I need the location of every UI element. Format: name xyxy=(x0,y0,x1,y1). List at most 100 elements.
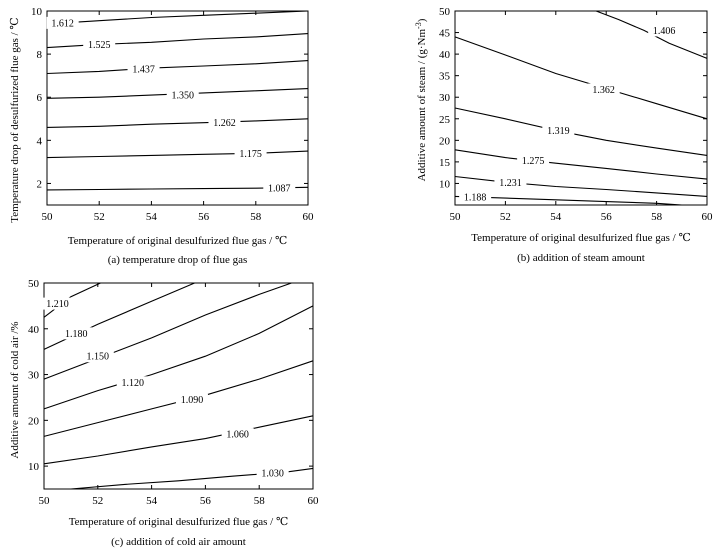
contour-label-bg xyxy=(41,297,74,310)
x-tick-label: 54 xyxy=(146,211,158,223)
x-tick-label: 56 xyxy=(200,495,212,507)
x-tick-label: 52 xyxy=(94,211,105,223)
chart-panel-3: 50 52 54 56 58 60 10 20 30 40 50 1.210 1.180 1.150 1.1… xyxy=(9,278,319,548)
contour-label: 1.090 xyxy=(181,395,204,406)
contour-label: 1.188 xyxy=(464,192,487,203)
plot-frame xyxy=(43,282,314,490)
x-tick-label: 58 xyxy=(250,211,262,223)
contour-label-bg xyxy=(175,393,208,406)
contour-line xyxy=(70,467,314,490)
contour-label: 1.406 xyxy=(653,26,676,37)
y-tick-label: 50 xyxy=(28,278,40,290)
chart-panel-1: 50 52 54 56 58 60 2 4 6 8 10 1.612 1.525 1.437 1.350 1.… xyxy=(9,6,314,266)
x-tick-label: 60 xyxy=(308,495,320,507)
contour-line xyxy=(43,415,314,465)
panel-caption: (c) addition of cold air amount xyxy=(111,536,246,548)
y-tick-label: 35 xyxy=(439,71,451,83)
y-axis-label: Additive amount of steam / (g·Nm-3) xyxy=(414,18,429,181)
contour-label: 1.175 xyxy=(239,149,262,160)
contour-label-bg xyxy=(221,428,254,441)
contour-label: 1.030 xyxy=(261,468,284,479)
y-tick-label: 4 xyxy=(37,135,43,147)
x-tick-label: 50 xyxy=(450,211,462,223)
contour-line xyxy=(454,149,708,180)
x-tick-label: 50 xyxy=(39,495,51,507)
y-axis-label-superscript: -3 xyxy=(414,22,423,29)
y-tick-label: 45 xyxy=(439,28,451,40)
y-tick-label: 25 xyxy=(439,114,451,126)
x-tick-label: 52 xyxy=(500,211,511,223)
y-tick-label: 30 xyxy=(439,92,451,104)
x-axis-label: Temperature of original desulfurized flu… xyxy=(68,235,288,247)
y-axis-label-end: ) xyxy=(416,18,428,22)
y-axis-label: Additive amount of cold air /% xyxy=(9,321,21,458)
contour-label-bg xyxy=(81,350,114,363)
contour-label: 1.437 xyxy=(132,65,155,76)
y-tick-label: 10 xyxy=(28,461,40,473)
y-tick-label: 50 xyxy=(439,6,451,18)
contour-label: 1.231 xyxy=(499,178,522,189)
contour-label-bg xyxy=(459,190,492,203)
x-tick-label: 60 xyxy=(303,211,315,223)
contour-line xyxy=(454,107,708,156)
contour-label: 1.262 xyxy=(213,118,236,129)
contour-label: 1.150 xyxy=(87,352,110,363)
contour-line xyxy=(46,118,309,128)
contour-label-bg xyxy=(494,176,527,189)
contour-line xyxy=(43,282,101,318)
contour-line xyxy=(46,10,309,25)
y-tick-label: 10 xyxy=(31,6,43,18)
contour-line xyxy=(454,36,708,120)
contour-line xyxy=(595,10,708,59)
x-axis-label: Temperature of original desulfurized flu… xyxy=(69,516,289,528)
y-tick-label: 8 xyxy=(37,49,43,61)
x-tick-label: 56 xyxy=(198,211,210,223)
x-tick-label: 54 xyxy=(146,495,158,507)
panel-caption: (b) addition of steam amount xyxy=(517,252,645,264)
y-tick-label: 10 xyxy=(439,178,451,190)
x-tick-label: 52 xyxy=(92,495,103,507)
contour-label: 1.319 xyxy=(547,126,570,137)
contour-label-bg xyxy=(587,83,620,96)
contour-label-bg xyxy=(208,116,241,129)
y-tick-label: 6 xyxy=(37,92,43,104)
contour-label: 1.060 xyxy=(226,430,249,441)
contour-label-bg xyxy=(127,63,160,76)
y-tick-label: 20 xyxy=(28,415,40,427)
y-tick-label: 40 xyxy=(439,49,451,61)
contour-label: 1.210 xyxy=(46,299,69,310)
plot-frame xyxy=(46,10,309,206)
y-tick-label: 2 xyxy=(37,178,43,190)
contour-label: 1.612 xyxy=(51,18,74,29)
contour-label: 1.087 xyxy=(268,184,291,195)
contour-label-bg xyxy=(648,24,681,37)
contour-label: 1.120 xyxy=(122,378,145,389)
contour-label-bg xyxy=(60,327,93,340)
contour-label: 1.180 xyxy=(65,329,88,340)
contour-label: 1.362 xyxy=(592,85,615,96)
contour-line xyxy=(454,195,682,206)
contour-label: 1.350 xyxy=(171,91,194,102)
x-tick-label: 58 xyxy=(254,495,266,507)
contour-label: 1.525 xyxy=(88,40,111,51)
contour-line xyxy=(46,150,309,159)
contour-label-bg xyxy=(83,38,116,51)
x-tick-label: 56 xyxy=(601,211,613,223)
contour-label-bg xyxy=(517,154,550,167)
y-tick-label: 20 xyxy=(439,135,451,147)
y-tick-label: 30 xyxy=(28,370,40,382)
contour-label-bg xyxy=(234,147,267,160)
contour-line xyxy=(43,305,314,410)
y-tick-label: 40 xyxy=(28,324,40,336)
x-tick-label: 54 xyxy=(550,211,562,223)
x-tick-label: 58 xyxy=(651,211,663,223)
y-tick-label: 15 xyxy=(439,157,451,169)
contour-label-bg xyxy=(256,466,289,479)
x-tick-label: 50 xyxy=(42,211,54,223)
contour-label: 1.275 xyxy=(522,156,545,167)
panel-caption: (a) temperature drop of flue gas xyxy=(108,254,248,266)
contour-label-bg xyxy=(166,89,199,102)
contour-label-bg xyxy=(542,124,575,137)
x-tick-label: 60 xyxy=(702,211,714,223)
